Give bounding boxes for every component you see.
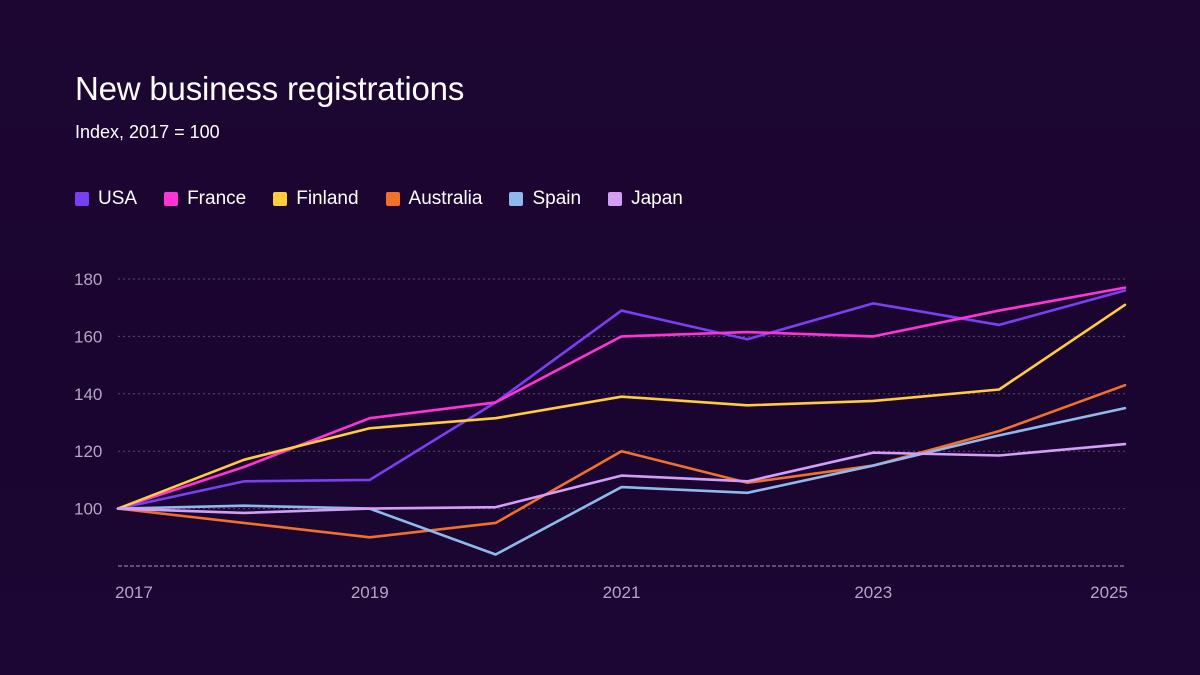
legend-label-france: France [187, 188, 247, 209]
series-line-usa [116, 289, 1127, 510]
legend-item-japan: Japan [608, 188, 683, 210]
legend-label-finland: Finland [296, 188, 359, 209]
legend-label-spain: Spain [532, 188, 582, 209]
legend-item-australia: Australia [385, 188, 483, 210]
legend-item-finland: Finland [273, 188, 359, 210]
legend-label-usa: USA [98, 188, 138, 209]
legend-swatch-france [164, 192, 179, 206]
x-tick-label: 2017 [115, 583, 153, 602]
x-tick-label: 2023 [854, 583, 892, 602]
legend: USA France Finland Australia Spain Japan [75, 188, 710, 210]
y-tick-label: 100 [74, 500, 102, 519]
legend-swatch-usa [75, 192, 89, 206]
legend-swatch-spain [509, 192, 524, 206]
x-tick-label: 2025 [1090, 583, 1128, 602]
legend-item-france: France [164, 188, 246, 210]
legend-item-usa: USA [75, 188, 137, 210]
y-tick-label: 160 [74, 327, 102, 346]
series-line-france [116, 286, 1127, 510]
series-line-finland [116, 303, 1127, 510]
x-tick-label: 2019 [351, 583, 389, 602]
legend-label-japan: Japan [631, 188, 683, 209]
y-tick-label: 120 [74, 442, 102, 461]
y-tick-label: 140 [74, 385, 102, 404]
x-tick-label: 2021 [603, 583, 641, 602]
legend-swatch-japan [608, 192, 623, 206]
legend-item-spain: Spain [509, 188, 581, 210]
legend-swatch-finland [273, 192, 288, 206]
legend-swatch-australia [385, 192, 400, 206]
series-line-japan [116, 442, 1127, 515]
series-line-australia [116, 383, 1127, 539]
legend-label-australia: Australia [408, 188, 483, 209]
series-line-spain [116, 406, 1127, 556]
y-tick-label: 180 [74, 270, 102, 289]
chart-title: New business registrations [75, 70, 465, 107]
chart-subtitle: Index, 2017 = 100 [75, 122, 220, 142]
